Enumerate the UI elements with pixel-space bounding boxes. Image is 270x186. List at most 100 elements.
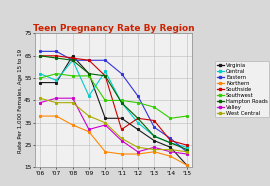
Legend: Virginia, Central, Eastern, Northern, Southside, Southwest, Hampton Roads, Valle: Virginia, Central, Eastern, Northern, So… bbox=[215, 61, 269, 117]
Southside bbox=[87, 59, 90, 61]
Valley bbox=[120, 140, 123, 142]
Northern bbox=[136, 153, 140, 155]
Virginia bbox=[55, 81, 58, 84]
Eastern bbox=[87, 59, 90, 61]
Northern bbox=[169, 155, 172, 157]
Southside bbox=[55, 55, 58, 57]
Southwest bbox=[185, 115, 188, 117]
Central bbox=[71, 59, 74, 61]
Virginia bbox=[38, 81, 42, 84]
Virginia bbox=[185, 164, 188, 166]
Hampton Roads bbox=[87, 73, 90, 75]
West Central bbox=[120, 137, 123, 140]
Central bbox=[185, 146, 188, 148]
Central bbox=[153, 135, 156, 137]
Southwest bbox=[136, 102, 140, 104]
Valley bbox=[185, 153, 188, 155]
Southwest bbox=[87, 75, 90, 77]
Valley bbox=[104, 124, 107, 126]
Eastern bbox=[55, 50, 58, 52]
Valley bbox=[153, 146, 156, 148]
Northern bbox=[55, 115, 58, 117]
Line: Southside: Southside bbox=[39, 55, 188, 146]
Hampton Roads bbox=[120, 102, 123, 104]
Eastern bbox=[153, 126, 156, 128]
Central bbox=[169, 142, 172, 144]
Southwest bbox=[169, 117, 172, 119]
Northern bbox=[153, 151, 156, 153]
West Central bbox=[185, 151, 188, 153]
West Central bbox=[87, 115, 90, 117]
Valley bbox=[169, 151, 172, 153]
Southside bbox=[104, 75, 107, 77]
Central bbox=[87, 95, 90, 97]
West Central bbox=[55, 102, 58, 104]
Northern bbox=[185, 164, 188, 166]
Southwest bbox=[120, 99, 123, 102]
Eastern bbox=[38, 50, 42, 52]
Southside bbox=[136, 117, 140, 119]
Y-axis label: Rate Per 1,000 Females, Age 15 to 19: Rate Per 1,000 Females, Age 15 to 19 bbox=[18, 48, 23, 153]
West Central bbox=[169, 148, 172, 151]
Central bbox=[104, 70, 107, 73]
Central bbox=[55, 79, 58, 81]
Eastern bbox=[169, 137, 172, 140]
Hampton Roads bbox=[38, 55, 42, 57]
Valley bbox=[38, 102, 42, 104]
Southside bbox=[120, 128, 123, 131]
Virginia bbox=[120, 117, 123, 119]
Central bbox=[38, 73, 42, 75]
Southside bbox=[185, 144, 188, 146]
Eastern bbox=[120, 73, 123, 75]
Northern bbox=[38, 115, 42, 117]
Virginia bbox=[104, 117, 107, 119]
Hampton Roads bbox=[104, 75, 107, 77]
Central bbox=[136, 122, 140, 124]
Southwest bbox=[104, 99, 107, 102]
Eastern bbox=[136, 95, 140, 97]
West Central bbox=[136, 146, 140, 148]
Hampton Roads bbox=[136, 117, 140, 119]
West Central bbox=[104, 122, 107, 124]
Southside bbox=[169, 140, 172, 142]
Central bbox=[120, 102, 123, 104]
Northern bbox=[120, 153, 123, 155]
Virginia bbox=[71, 55, 74, 57]
Title: Teen Pregnancy Rate By Region: Teen Pregnancy Rate By Region bbox=[33, 24, 194, 33]
Line: Hampton Roads: Hampton Roads bbox=[39, 55, 188, 150]
Virginia bbox=[87, 73, 90, 75]
Line: Central: Central bbox=[39, 60, 188, 148]
Northern bbox=[104, 151, 107, 153]
Southwest bbox=[71, 75, 74, 77]
Hampton Roads bbox=[169, 142, 172, 144]
Northern bbox=[71, 124, 74, 126]
Hampton Roads bbox=[153, 135, 156, 137]
Southwest bbox=[153, 106, 156, 108]
Line: Southwest: Southwest bbox=[39, 73, 188, 119]
Line: Northern: Northern bbox=[39, 115, 188, 166]
Hampton Roads bbox=[71, 59, 74, 61]
Virginia bbox=[136, 128, 140, 131]
West Central bbox=[153, 148, 156, 151]
Northern bbox=[87, 131, 90, 133]
Eastern bbox=[104, 59, 107, 61]
Southwest bbox=[38, 77, 42, 79]
Eastern bbox=[71, 59, 74, 61]
Southwest bbox=[55, 73, 58, 75]
Eastern bbox=[185, 151, 188, 153]
West Central bbox=[38, 97, 42, 99]
Line: West Central: West Central bbox=[39, 97, 188, 153]
Southside bbox=[153, 119, 156, 122]
Hampton Roads bbox=[55, 57, 58, 59]
Virginia bbox=[153, 140, 156, 142]
Line: Valley: Valley bbox=[39, 97, 188, 155]
Valley bbox=[136, 151, 140, 153]
Valley bbox=[71, 97, 74, 99]
Valley bbox=[55, 97, 58, 99]
Southside bbox=[71, 57, 74, 59]
Virginia bbox=[169, 146, 172, 148]
Southside bbox=[38, 55, 42, 57]
Hampton Roads bbox=[185, 148, 188, 151]
Line: Eastern: Eastern bbox=[39, 51, 188, 153]
West Central bbox=[71, 102, 74, 104]
